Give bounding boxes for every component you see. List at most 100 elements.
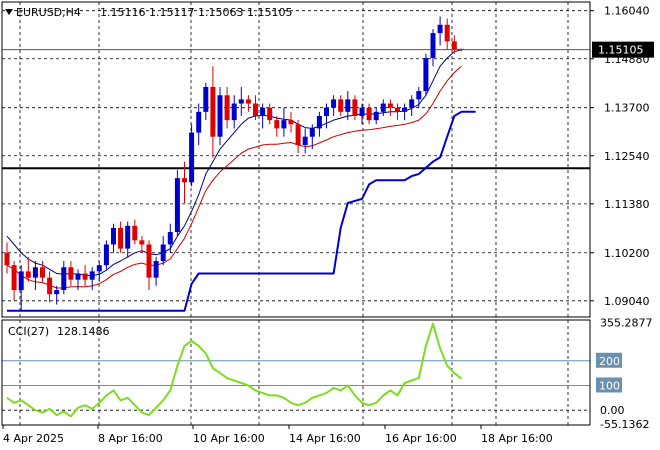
price-panel-frame xyxy=(1,1,591,318)
y-tick-label: 1.16040 xyxy=(604,5,650,18)
cci-panel-frame xyxy=(1,319,591,426)
x-tick-label: 18 Apr 16:00 xyxy=(481,432,553,445)
bull-candle xyxy=(32,267,38,278)
y-tick-label: 1.12540 xyxy=(604,150,650,163)
y-tick-label: 1.11380 xyxy=(604,198,650,211)
bull-candle xyxy=(409,99,415,108)
bear-candle xyxy=(253,103,258,116)
bull-candle xyxy=(61,267,67,291)
y-tick-label: 1.10200 xyxy=(604,247,650,260)
bear-candle xyxy=(387,103,393,108)
cci-y-tick-label: -55.1362 xyxy=(600,418,649,431)
grid xyxy=(2,2,590,425)
bear-candle xyxy=(451,41,457,50)
x-tick-label: 16 Apr 16:00 xyxy=(385,432,457,445)
bull-candle xyxy=(316,115,322,129)
bull-candle xyxy=(324,107,329,116)
cci-level-badge xyxy=(596,377,622,393)
bull-candle xyxy=(174,178,180,233)
y-tick-label: 1.13700 xyxy=(604,102,650,115)
x-tick-label: 10 Apr 16:00 xyxy=(193,432,265,445)
chart-symbol: EURUSD,H4 xyxy=(16,6,81,19)
bull-candle xyxy=(402,107,408,112)
bear-candle xyxy=(47,277,53,295)
bear-candle xyxy=(395,107,400,112)
bull-candle xyxy=(309,128,315,137)
cci-y-tick-label: 355.2877 xyxy=(600,316,653,329)
cci-line xyxy=(6,322,463,418)
bull-candle xyxy=(359,107,365,116)
bear-candle xyxy=(288,120,294,125)
bull-candle xyxy=(89,271,95,280)
bear-candle xyxy=(40,267,45,278)
bear-candle xyxy=(132,225,138,241)
bear-candle xyxy=(224,95,230,121)
bull-candle xyxy=(302,136,308,145)
bull-candle xyxy=(238,99,244,104)
bull-candle xyxy=(281,120,287,129)
bear-candle xyxy=(295,124,301,145)
bull-candle xyxy=(380,103,386,112)
bear-candle xyxy=(444,24,450,42)
y-tick-label: 1.09040 xyxy=(604,295,650,308)
bull-candle xyxy=(217,95,223,137)
bear-candle xyxy=(338,99,344,112)
bear-candle xyxy=(210,86,216,137)
bull-candle xyxy=(231,103,237,121)
bull-candle xyxy=(373,111,379,121)
bull-candle xyxy=(18,271,24,291)
price-plot xyxy=(2,16,590,312)
bull-candle xyxy=(437,24,443,34)
bull-candle xyxy=(260,107,266,116)
bear-candle xyxy=(366,107,372,121)
bear-candle xyxy=(4,252,10,266)
cci-plot xyxy=(2,322,590,418)
axes: 4 Apr 2025 8 Apr 16:00 10 Apr 16:00 14 Apr … xyxy=(1,1,654,445)
cci-level-label: 100 xyxy=(599,379,620,392)
bear-candle xyxy=(118,227,124,249)
cci-level-badge xyxy=(596,352,622,368)
cci-level-label: 200 xyxy=(599,355,620,368)
cci-value: 128.1486 xyxy=(57,325,110,338)
x-tick-label: 14 Apr 16:00 xyxy=(289,432,361,445)
bull-candle xyxy=(125,225,131,249)
bull-candle xyxy=(430,33,436,58)
bear-candle xyxy=(82,273,88,280)
bear-candle xyxy=(245,99,251,104)
bear-candle xyxy=(352,99,358,116)
bear-candle xyxy=(458,48,464,50)
bear-candle xyxy=(11,265,17,291)
bull-candle xyxy=(189,132,195,183)
bull-candle xyxy=(96,265,102,272)
trailing-stop-line xyxy=(7,110,476,312)
slow-moving-average-line xyxy=(6,65,462,289)
bear-candle xyxy=(146,244,152,278)
bull-candle xyxy=(345,99,351,112)
bull-candle xyxy=(423,57,429,92)
bull-candle xyxy=(203,86,209,112)
x-tick-label: 4 Apr 2025 xyxy=(3,432,64,445)
bull-candle xyxy=(416,91,422,100)
chart-ohlc: 1.15116 1.15117 1.15063 1.15105 xyxy=(100,6,292,19)
cci-y-tick-label: 0.00 xyxy=(600,404,625,417)
bull-candle xyxy=(54,290,60,295)
bull-candle xyxy=(331,99,337,108)
bull-candle xyxy=(160,244,166,262)
current-price-label: 1.15105 xyxy=(598,44,644,57)
fast-moving-average-line xyxy=(6,49,462,277)
bull-candle xyxy=(103,244,109,266)
bull-candle xyxy=(153,261,159,278)
collapse-triangle-icon[interactable] xyxy=(5,9,13,15)
cci-name: CCI(27) xyxy=(8,325,49,338)
bear-candle xyxy=(68,267,74,280)
bull-candle xyxy=(111,227,116,245)
bull-candle xyxy=(167,232,173,245)
bull-candle xyxy=(75,273,81,280)
bear-candle xyxy=(139,240,145,245)
x-tick-label: 8 Apr 16:00 xyxy=(98,432,163,445)
bull-candle xyxy=(196,111,202,133)
current-price-box xyxy=(592,41,654,58)
bear-candle xyxy=(267,107,273,121)
bear-candle xyxy=(182,178,187,183)
